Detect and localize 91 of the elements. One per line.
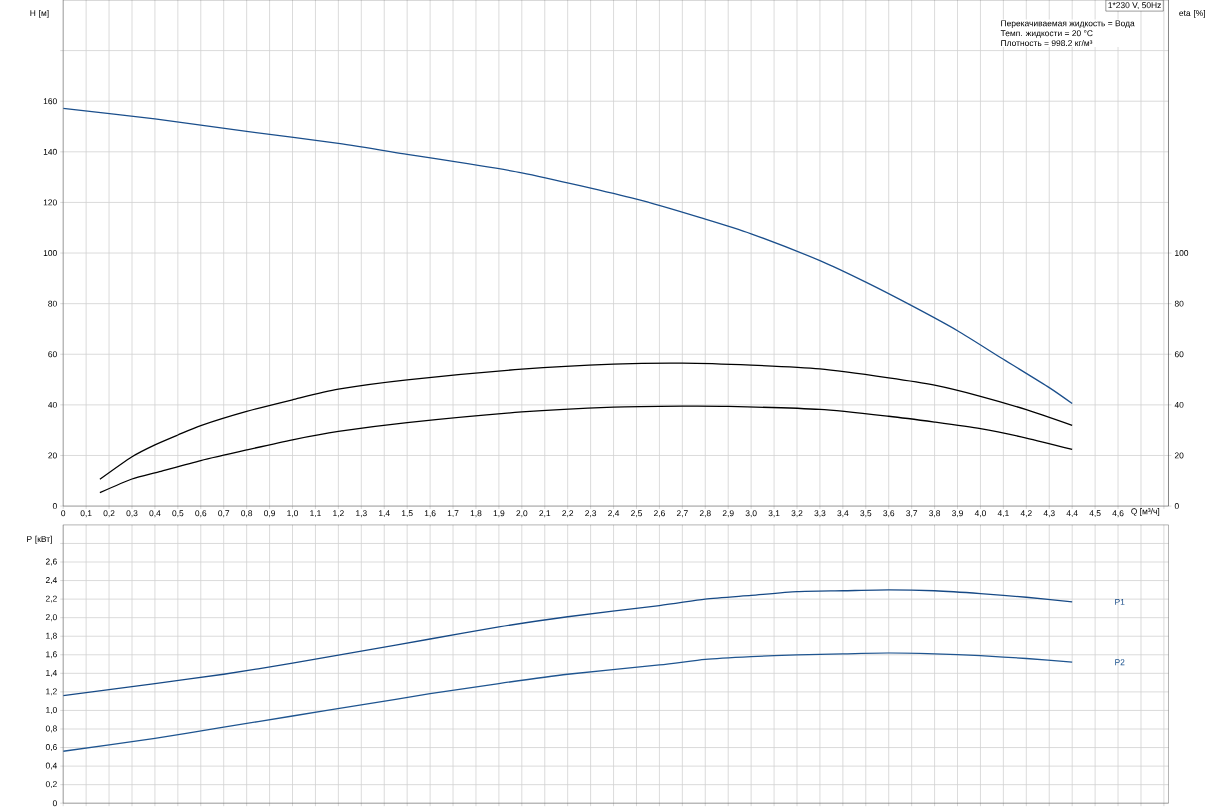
line-series [63, 107, 1073, 405]
line-series [99, 405, 1073, 494]
y-tick-label: 100 [43, 250, 57, 256]
y-tick-label: 20 [48, 452, 57, 459]
y-tick-label: 1,6 [46, 651, 57, 659]
x-tick-label: 1,3 [356, 510, 367, 518]
x-tick-label: 4,6 [1112, 510, 1124, 518]
x-tick-label: 0,1 [80, 510, 92, 518]
y-tick-label: 1,8 [46, 632, 57, 640]
x-tick-label: 3,6 [883, 510, 895, 518]
x-tick-label: 2,2 [562, 510, 574, 518]
x-tick-label: 3,9 [952, 510, 963, 518]
y-tick-label: 0,6 [45, 744, 57, 751]
x-tick-label: 3,1 [768, 510, 780, 518]
x-tick-label: 4,1 [997, 510, 1009, 518]
y-tick-label: 0 [52, 800, 57, 807]
x-tick-label: 0,6 [195, 510, 207, 518]
y-tick-label: 140 [43, 148, 57, 155]
x-tick-label: 2,9 [722, 510, 734, 518]
x-tick-label: 0,8 [241, 510, 253, 518]
line-series [99, 362, 1073, 480]
y2-tick-label: 40 [1174, 401, 1184, 408]
x-tick-label: 0,7 [218, 510, 230, 518]
y2-tick-label: 0 [1174, 503, 1179, 509]
x-tick-label: 1,5 [401, 510, 413, 518]
y-tick-label: 0,2 [45, 781, 57, 789]
x-tick-label: 2,3 [585, 510, 597, 518]
x-tick-label: 3,2 [791, 510, 803, 518]
x-tick-label: 4,4 [1066, 510, 1078, 518]
x-tick-label: 3,0 [745, 510, 757, 518]
x-tick-label: 2,4 [608, 510, 620, 518]
y2-tick-label: 20 [1174, 452, 1184, 459]
x-tick-label: 2,0 [516, 510, 528, 518]
x-tick-label: 4,0 [974, 510, 986, 518]
y-tick-label: 2,6 [45, 558, 57, 566]
y2-tick-label: 100 [1175, 250, 1189, 256]
y-tick-label: 80 [48, 300, 57, 307]
y-tick-label: 1,4 [46, 669, 57, 677]
x-tick-label: 3,7 [906, 510, 918, 518]
line-series [63, 589, 1073, 697]
x-tick-label: 0,9 [264, 510, 276, 518]
x-tick-label: 4,3 [1043, 510, 1055, 518]
y-tick-label: 160 [43, 98, 57, 105]
x-tick-label: 1,4 [379, 510, 390, 518]
x-tick-label: 1,0 [287, 510, 299, 518]
x-tick-label: 2,8 [699, 510, 711, 518]
y2-tick-label: 60 [1174, 351, 1184, 358]
y-tick-label: 0,4 [45, 762, 57, 770]
y-tick-label: 40 [48, 401, 57, 408]
x-tick-label: 2,1 [539, 510, 551, 518]
y-tick-label: 1,2 [46, 688, 57, 696]
y-tick-label: 2,2 [45, 595, 57, 603]
x-tick-label: 3,8 [929, 510, 941, 518]
y-axis-title: H [м] [30, 9, 49, 18]
annotation: Темп. жидкости = 20 °C [1000, 30, 1093, 38]
x-tick-label: 3,3 [814, 510, 826, 518]
annotation: Перекачиваемая жидкость = Вода [1001, 20, 1135, 28]
x-tick-label: 3,5 [860, 510, 872, 518]
x-axis-title: Q [м³/ч] [1131, 508, 1160, 516]
x-tick-label: 1,8 [470, 510, 482, 518]
x-tick-label: 1,6 [424, 510, 436, 518]
y-tick-label: 1,0 [46, 706, 57, 714]
x-tick-label: 1,9 [493, 510, 505, 518]
y-tick-label: 120 [43, 199, 57, 206]
x-tick-label: 0,3 [126, 510, 138, 518]
annotation: 1*230 V, 50Hz [1108, 2, 1161, 10]
annotation: Плотность = 998.2 кг/м³ [1001, 39, 1093, 47]
text: P1 [1115, 598, 1125, 605]
x-tick-label: 2,5 [631, 510, 642, 518]
y2-tick-label: 80 [1174, 300, 1184, 307]
x-tick-label: 4,5 [1089, 510, 1101, 518]
x-tick-label: 1,7 [447, 510, 459, 518]
x-tick-label: 1,1 [310, 510, 321, 518]
y-tick-label: 2,0 [45, 614, 57, 622]
y-tick-label: 60 [48, 351, 57, 358]
x-tick-label: 2,7 [676, 510, 688, 518]
x-tick-label: 0,4 [149, 510, 161, 518]
y-axis-title: P [кВт] [27, 535, 52, 544]
x-tick-label: 0,5 [172, 510, 184, 518]
x-tick-label: 2,6 [653, 510, 665, 518]
line-series [63, 652, 1073, 752]
x-tick-label: 1,2 [333, 510, 344, 518]
y-tick-label: 2,4 [45, 577, 57, 584]
y-tick-label: 0,8 [45, 725, 57, 733]
x-tick-label: 0,2 [103, 510, 115, 518]
x-tick-label: 0 [61, 510, 66, 517]
y2-axis-title: eta [%] [1179, 9, 1205, 18]
y-tick-label: 0 [52, 503, 57, 509]
x-tick-label: 4,2 [1020, 510, 1032, 518]
text: P2 [1115, 659, 1125, 666]
x-tick-label: 3,4 [837, 510, 849, 518]
